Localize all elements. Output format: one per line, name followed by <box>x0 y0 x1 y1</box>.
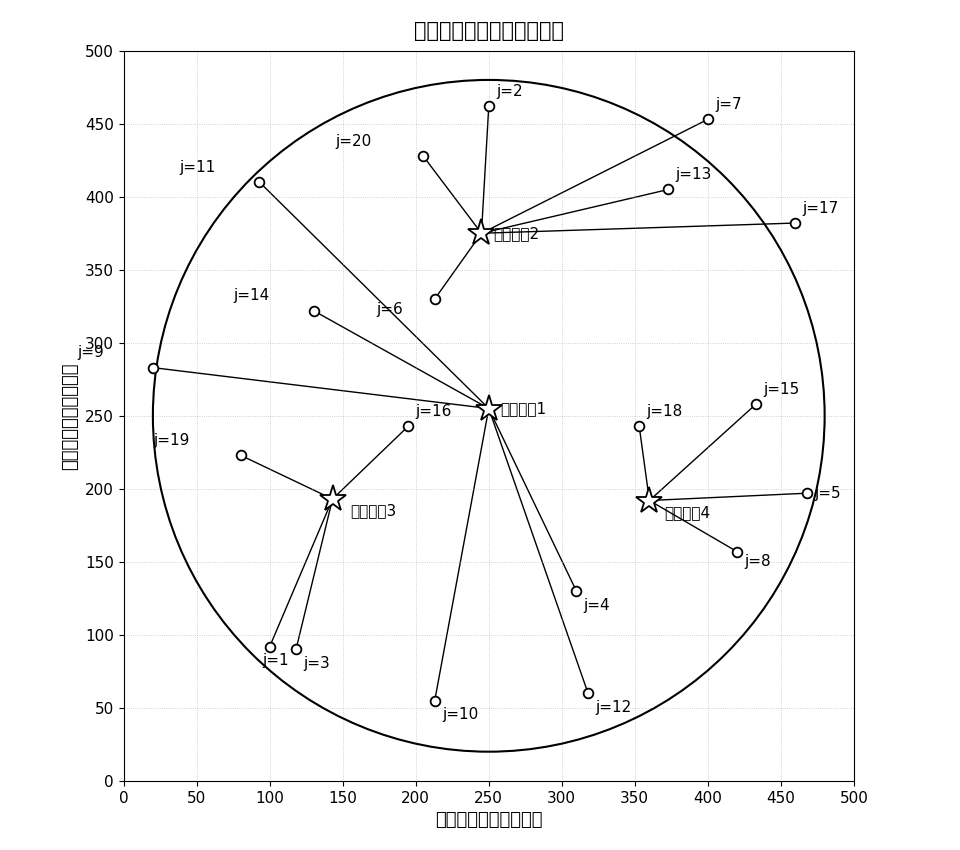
Text: j=15: j=15 <box>763 382 800 397</box>
Text: j=17: j=17 <box>803 201 839 216</box>
Title: 网络拓扑和用户接入示意图: 网络拓扑和用户接入示意图 <box>414 21 564 41</box>
Text: j=6: j=6 <box>376 302 403 316</box>
Text: j=20: j=20 <box>335 133 372 149</box>
Text: j=16: j=16 <box>416 404 452 419</box>
Text: 网络基站4: 网络基站4 <box>664 505 710 519</box>
X-axis label: 空间横标度（单位米）: 空间横标度（单位米） <box>435 811 542 829</box>
Text: 网络基站1: 网络基站1 <box>500 401 546 416</box>
Text: j=4: j=4 <box>584 598 611 613</box>
Text: j=11: j=11 <box>180 160 215 175</box>
Text: j=7: j=7 <box>715 97 742 112</box>
Text: j=13: j=13 <box>676 167 712 182</box>
Text: j=18: j=18 <box>646 404 683 419</box>
Text: j=3: j=3 <box>303 656 330 672</box>
Text: j=10: j=10 <box>442 707 478 722</box>
Text: j=2: j=2 <box>496 84 522 99</box>
Text: j=19: j=19 <box>153 433 189 448</box>
Y-axis label: 空间纵标度（单位米）: 空间纵标度（单位米） <box>61 362 80 469</box>
Text: j=1: j=1 <box>262 654 289 668</box>
Text: j=5: j=5 <box>814 485 841 501</box>
Text: 网络基站2: 网络基站2 <box>493 226 540 241</box>
Text: 网络基站3: 网络基站3 <box>350 503 396 518</box>
Text: j=8: j=8 <box>744 554 771 570</box>
Text: j=12: j=12 <box>595 700 632 715</box>
Text: j=9: j=9 <box>77 345 104 360</box>
Text: j=14: j=14 <box>233 288 270 303</box>
